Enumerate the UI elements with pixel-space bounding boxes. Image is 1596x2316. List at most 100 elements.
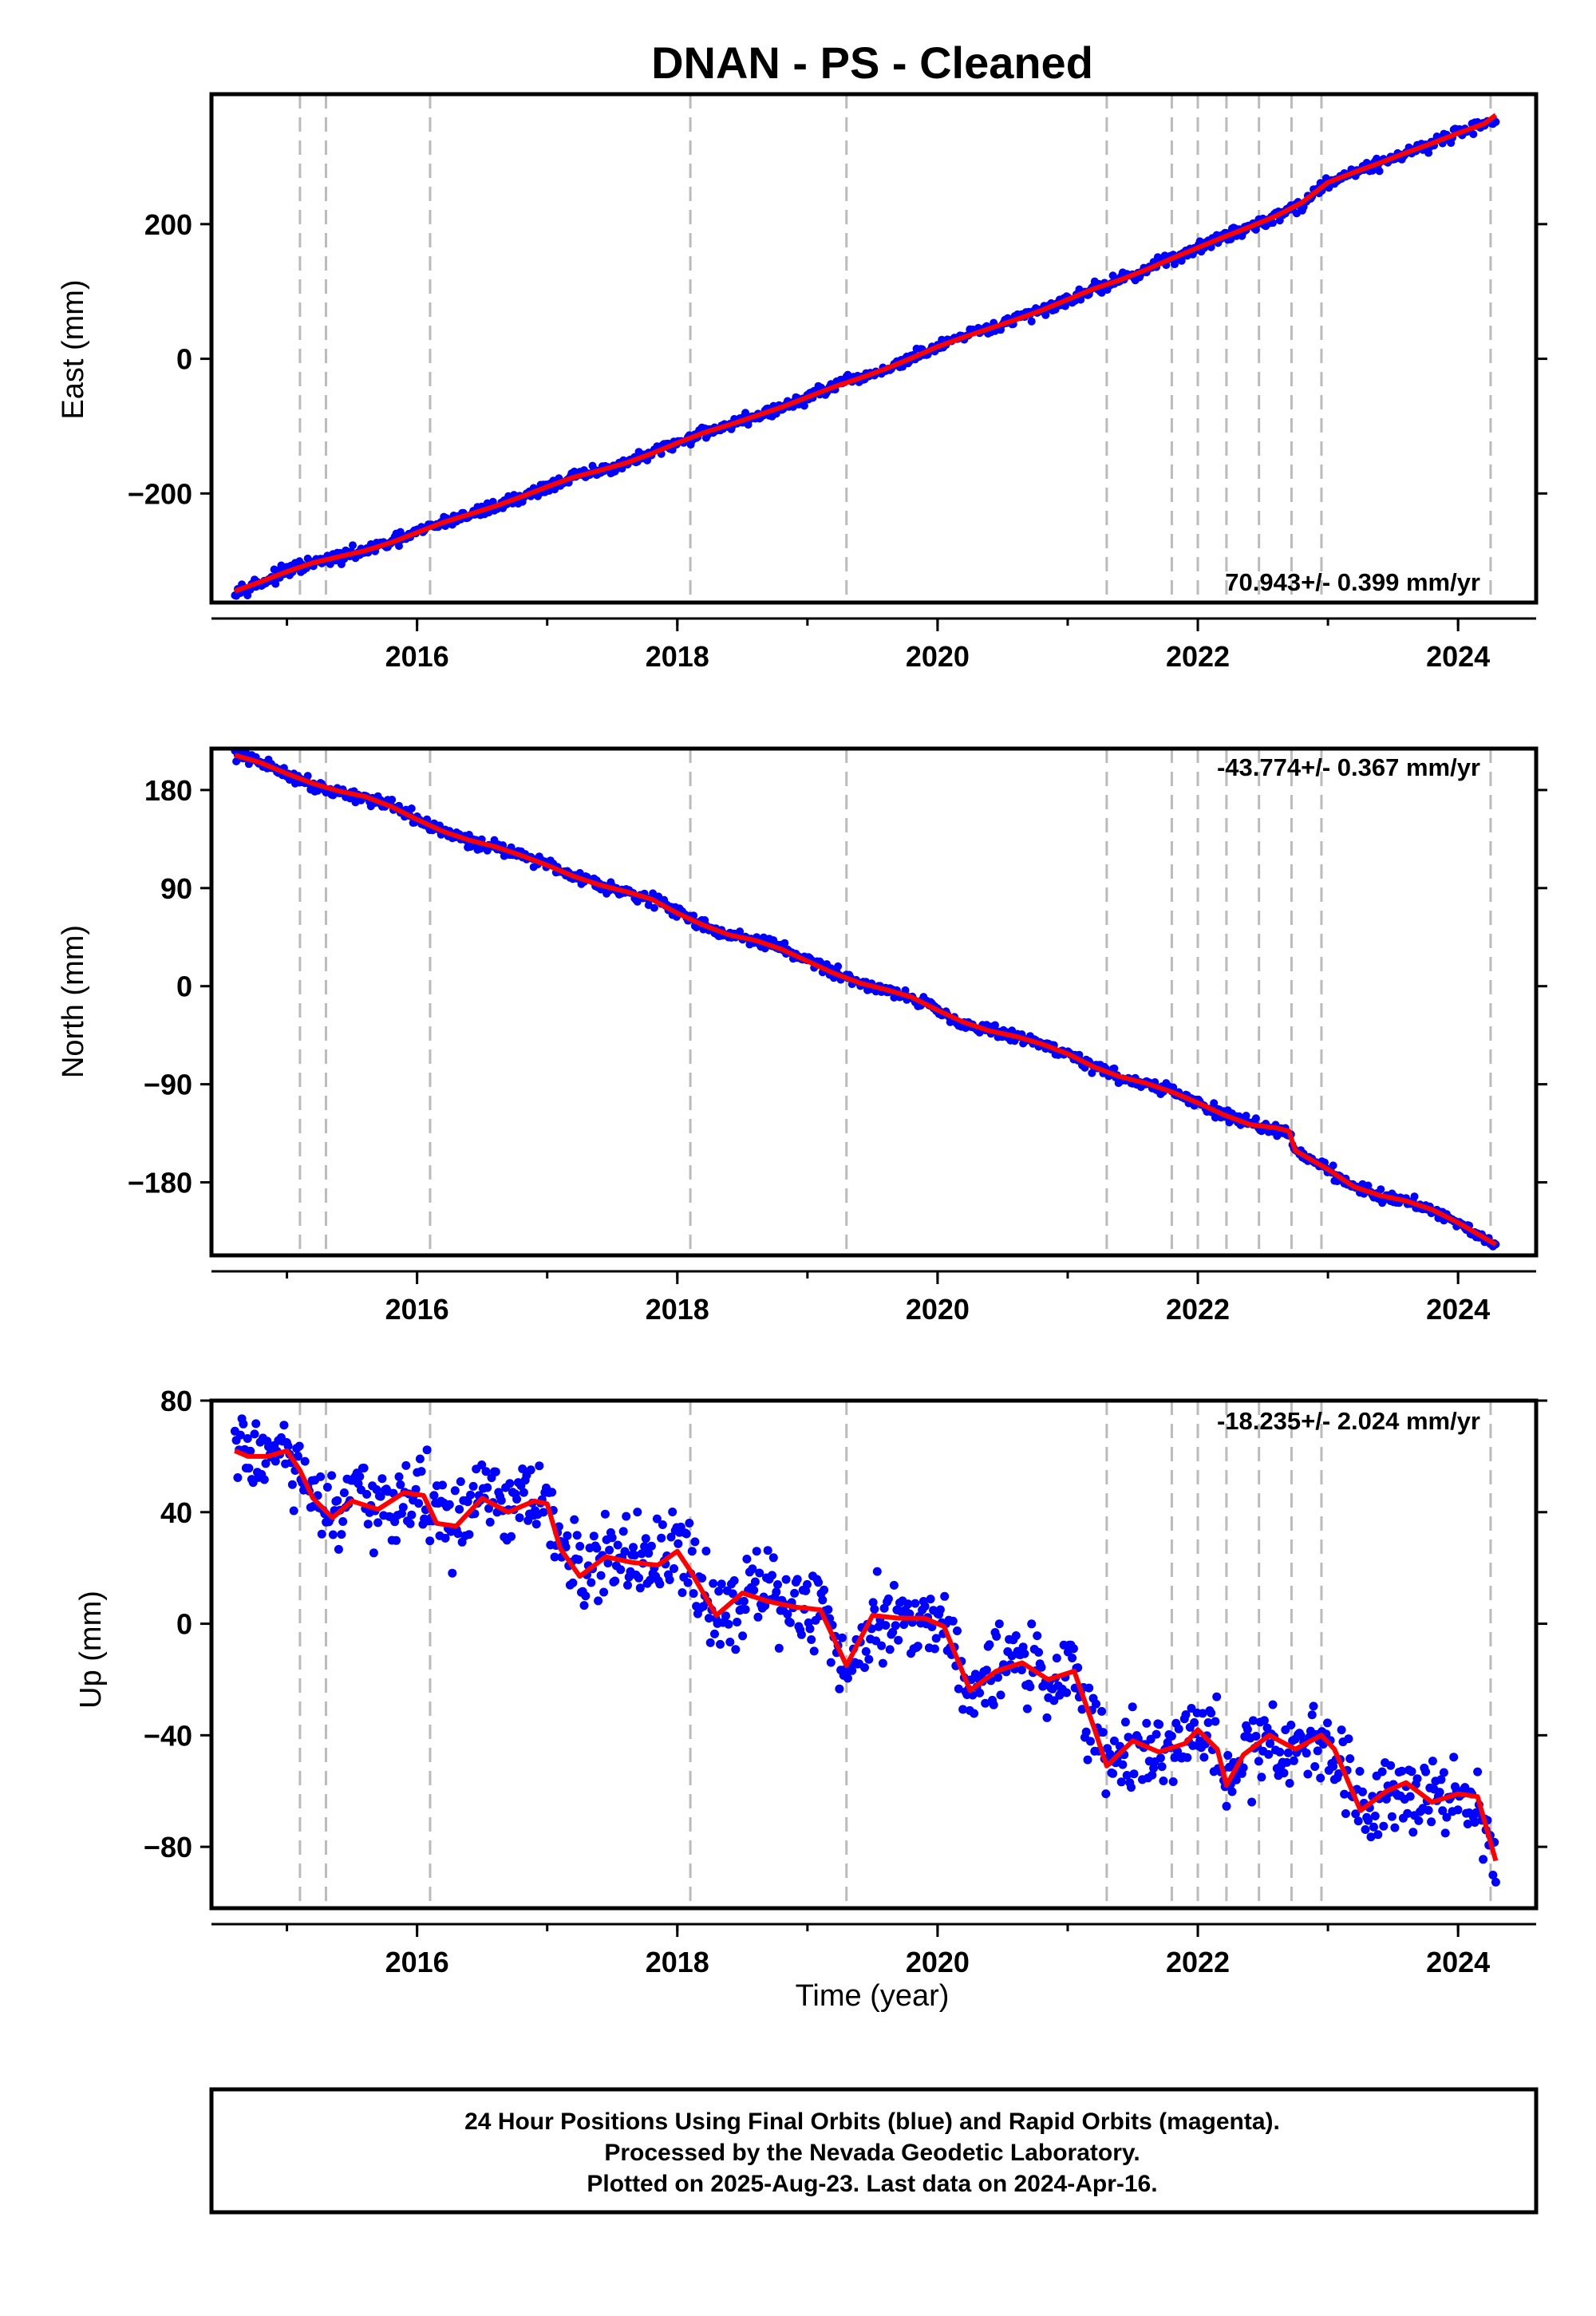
up-point xyxy=(753,1612,763,1622)
up-point xyxy=(666,1532,676,1542)
up-point xyxy=(1122,1771,1132,1780)
up-point xyxy=(837,1633,847,1642)
up-point xyxy=(725,1638,735,1646)
up-point xyxy=(657,1533,666,1543)
up-x-tick-label: 2022 xyxy=(1166,1946,1230,1978)
up-point xyxy=(1068,1654,1077,1662)
x-axis-label: Time (year) xyxy=(796,1979,950,2013)
up-point xyxy=(755,1568,764,1578)
up-point xyxy=(337,1530,346,1539)
up-point xyxy=(773,1580,782,1589)
up-point xyxy=(1020,1649,1029,1658)
north-point xyxy=(1329,1161,1337,1170)
info-line-processed: Processed by the Nevada Geodetic Laborat… xyxy=(604,2140,1140,2166)
up-point xyxy=(809,1646,819,1656)
up-point xyxy=(630,1551,639,1560)
up-point xyxy=(1155,1720,1164,1729)
up-point xyxy=(640,1542,650,1551)
up-point xyxy=(1247,1797,1257,1807)
up-point xyxy=(519,1488,528,1497)
north-point xyxy=(991,1021,999,1030)
up-point xyxy=(376,1492,385,1501)
up-point xyxy=(681,1529,691,1539)
up-point xyxy=(599,1587,609,1597)
up-point xyxy=(512,1495,522,1504)
up-point xyxy=(355,1472,365,1481)
up-point xyxy=(1152,1729,1161,1739)
up-point xyxy=(1397,1766,1407,1776)
up-point xyxy=(1379,1821,1389,1831)
up-rate-label: -18.235+/- 2.024 mm/yr xyxy=(1217,1407,1480,1435)
up-point xyxy=(369,1548,378,1558)
up-point xyxy=(1403,1808,1412,1818)
up-point xyxy=(835,1684,844,1694)
up-point xyxy=(705,1638,715,1647)
up-point xyxy=(1408,1828,1418,1837)
up-point xyxy=(1435,1788,1444,1797)
info-line-orbits: 24 Hour Positions Using Final Orbits (bl… xyxy=(464,2109,1280,2135)
up-point xyxy=(807,1635,816,1644)
up-point xyxy=(814,1578,823,1587)
up-point xyxy=(1124,1733,1133,1742)
up-point xyxy=(1037,1662,1046,1672)
up-point xyxy=(1405,1792,1415,1801)
up-point xyxy=(359,1464,369,1472)
up-point xyxy=(1242,1725,1252,1734)
up-point xyxy=(1022,1704,1032,1713)
up-point xyxy=(1092,1699,1100,1709)
up-point xyxy=(594,1596,603,1606)
up-point xyxy=(515,1513,524,1523)
up-point xyxy=(317,1529,326,1539)
up-point xyxy=(1222,1801,1231,1811)
up-point xyxy=(655,1579,665,1589)
up-point xyxy=(668,1508,678,1516)
up-point xyxy=(568,1578,578,1587)
up-point xyxy=(1251,1732,1261,1741)
up-point xyxy=(847,1666,857,1675)
up-point xyxy=(1313,1746,1322,1756)
east-x-tick-label: 2020 xyxy=(906,640,970,673)
up-point xyxy=(574,1555,583,1564)
up-point xyxy=(491,1467,500,1476)
north-point xyxy=(1410,1192,1419,1201)
up-point xyxy=(1442,1812,1452,1822)
up-point xyxy=(483,1483,492,1492)
up-point xyxy=(994,1673,1002,1682)
up-point xyxy=(1199,1753,1209,1762)
up-point xyxy=(1307,1710,1317,1720)
up-point xyxy=(996,1690,1005,1700)
up-point xyxy=(448,1568,457,1578)
up-point xyxy=(768,1553,778,1563)
up-point xyxy=(1159,1777,1168,1785)
info-box-frame xyxy=(209,2087,1539,2215)
east-x-tick-label: 2022 xyxy=(1166,640,1230,673)
up-point xyxy=(244,1464,254,1473)
up-point xyxy=(1491,1877,1500,1887)
north-point xyxy=(1242,1112,1250,1120)
up-point xyxy=(783,1610,792,1619)
up-point xyxy=(587,1578,596,1587)
up-point xyxy=(868,1598,878,1607)
up-point xyxy=(646,1541,656,1551)
up-fit-line xyxy=(234,1448,1499,1862)
up-point xyxy=(1142,1718,1152,1728)
up-point xyxy=(1127,1783,1136,1792)
up-point xyxy=(1286,1721,1296,1729)
up-point xyxy=(1268,1700,1278,1709)
up-point xyxy=(1011,1631,1021,1640)
up-point xyxy=(1386,1761,1396,1770)
up-point xyxy=(1168,1777,1178,1786)
up-point xyxy=(748,1564,757,1574)
up-y-tick-label: −40 xyxy=(144,1719,192,1752)
up-point xyxy=(1116,1777,1126,1787)
up-point xyxy=(958,1705,968,1714)
up-point xyxy=(613,1540,622,1550)
up-point xyxy=(1266,1739,1274,1749)
up-point xyxy=(704,1614,713,1623)
up-point xyxy=(328,1530,338,1539)
up-point xyxy=(697,1574,707,1583)
up-point xyxy=(1034,1647,1043,1657)
up-point xyxy=(294,1441,304,1451)
up-point xyxy=(287,1480,297,1489)
